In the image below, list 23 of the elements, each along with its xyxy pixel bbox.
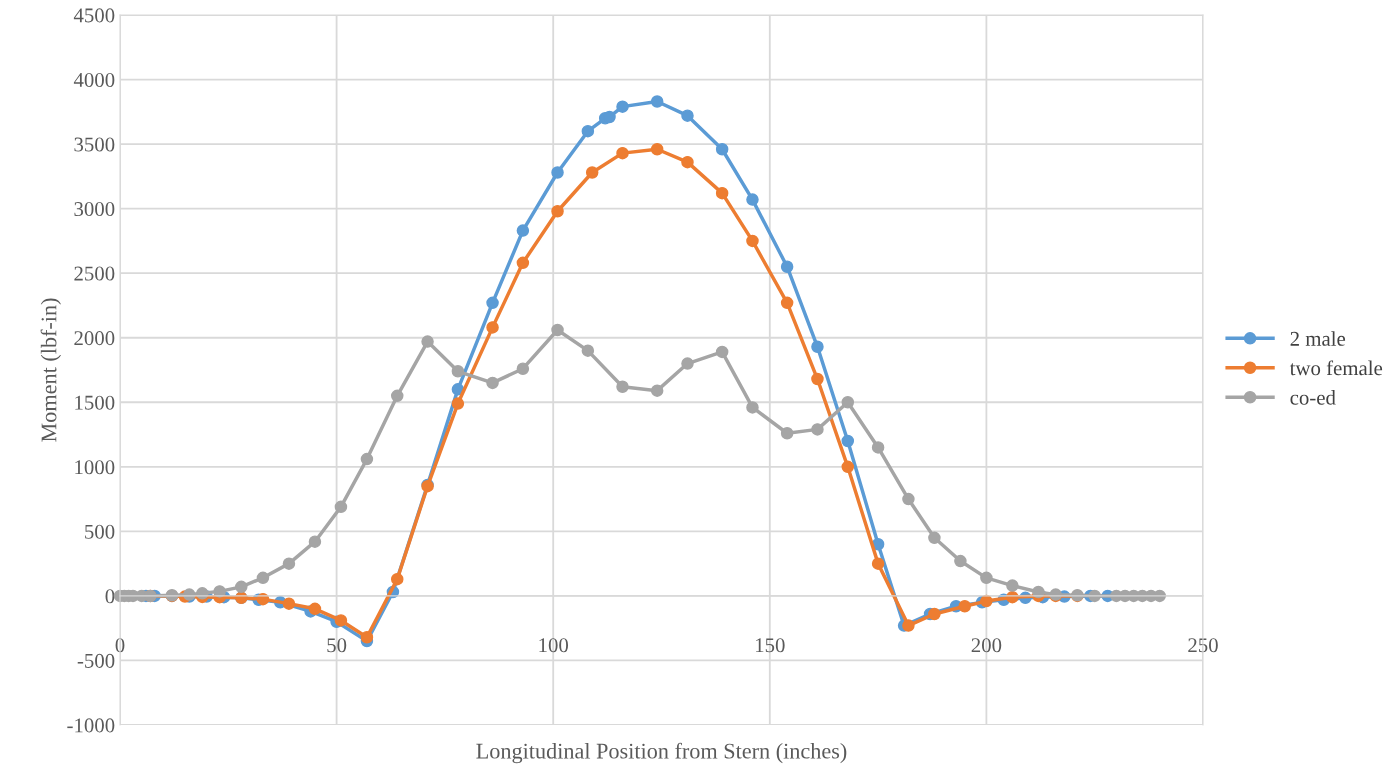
y-tick-label: 4000: [73, 72, 115, 87]
legend-label: 2 male: [1290, 331, 1346, 346]
x-tick-label: 250: [1188, 638, 1218, 653]
y-axis-title: Moment (lbf-in): [40, 298, 61, 442]
y-tick-label: 0: [105, 589, 115, 604]
y-tick-label: 3500: [74, 137, 115, 152]
y-tick-label: 2500: [74, 266, 115, 281]
x-tick-label: 150: [756, 638, 785, 653]
legend-label: co-ed: [1290, 390, 1336, 405]
y-tick-label: 2000: [74, 331, 115, 346]
x-tick-label: 50: [327, 638, 347, 653]
x-tick-label: 100: [539, 638, 569, 653]
y-tick-label: -1000: [67, 718, 115, 733]
x-tick-label: 200: [971, 638, 1002, 653]
y-tick-label: 500: [85, 524, 115, 539]
y-tick-label: 4500: [73, 8, 115, 23]
x-axis-title: Longitudinal Position from Stern (inches): [476, 742, 847, 764]
y-tick-label: 1000: [75, 460, 115, 475]
legend-label: two female: [1289, 360, 1383, 376]
x-tick-label: 0: [115, 638, 125, 653]
y-tick-label: 3000: [74, 202, 115, 217]
y-tick-label: -500: [77, 653, 115, 668]
y-tick-label: 1500: [75, 395, 115, 410]
